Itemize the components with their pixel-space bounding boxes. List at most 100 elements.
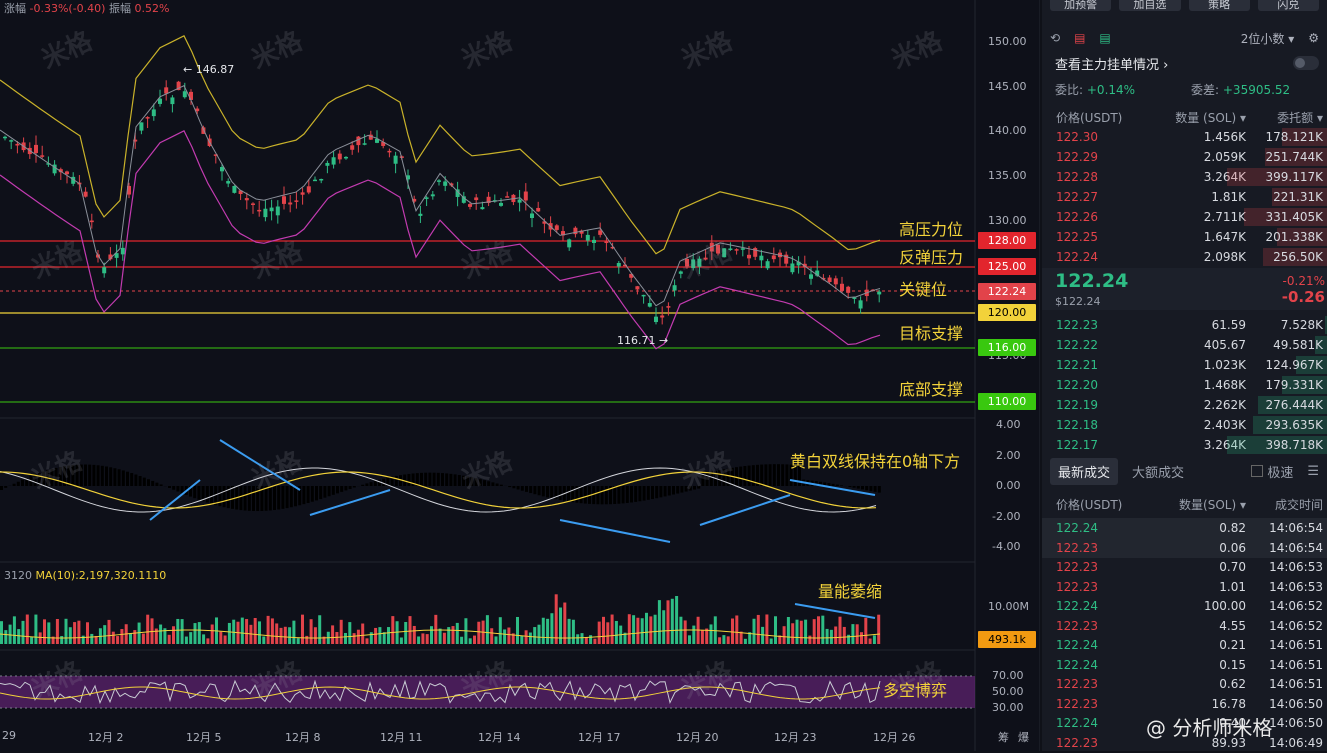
macd-bar [239, 486, 242, 510]
date-label: 12月 2 [88, 729, 124, 745]
volume-bar [477, 622, 480, 644]
kline-chart-canvas[interactable] [0, 0, 1040, 751]
chip-button[interactable]: 筹 [998, 729, 1009, 745]
price-badge-116: 116.00 [978, 339, 1036, 356]
annotation-rsi: 多空博弈 [883, 677, 947, 701]
candle-body [282, 196, 286, 204]
amount: 251.744K [1246, 150, 1327, 164]
volume-bar [486, 615, 489, 644]
candle-body [350, 145, 354, 149]
tab-large-trades[interactable]: 大额成交 [1132, 462, 1184, 481]
filter-icon[interactable]: ☰ [1307, 464, 1327, 479]
settings-gear-icon[interactable]: ⚙ [1308, 31, 1319, 45]
alert-button[interactable]: 加预警 [1050, 0, 1111, 11]
volume-bar [271, 618, 274, 644]
volume-bar [73, 622, 76, 644]
trade-price: 122.23 [1042, 619, 1156, 633]
volume-bar [284, 627, 287, 644]
strategy-button[interactable]: 策略 [1189, 0, 1250, 11]
macd-bar [769, 464, 772, 486]
tr-header-price: 价格(USDT) [1042, 496, 1156, 513]
volume-bar [400, 638, 403, 644]
volume-bar [129, 633, 132, 644]
checkbox-box [1251, 465, 1263, 477]
macd-bar [206, 486, 209, 503]
amount: 178.121K [1246, 130, 1327, 144]
volume-bar [675, 596, 678, 644]
depth-link[interactable]: 查看主力挂单情况 › [1055, 54, 1168, 73]
volume-bar [258, 621, 261, 644]
burst-button[interactable]: 爆 [1018, 729, 1029, 745]
macd-bar [449, 474, 452, 486]
header-amount[interactable]: 委托额 ▾ [1246, 109, 1327, 126]
macd-bar [197, 486, 200, 500]
volume-bar [60, 636, 63, 644]
price: 122.20 [1042, 378, 1156, 392]
candle-body [666, 306, 670, 308]
volume-bar [615, 621, 618, 644]
axis-tick: 130.00 [988, 214, 1050, 227]
decimals-select[interactable]: 2位小数 ▾ [1241, 30, 1294, 47]
tr-header-qty[interactable]: 数量(SOL) ▾ [1156, 496, 1246, 513]
volume-bar [267, 616, 270, 644]
volume-bar [9, 625, 12, 644]
volume-bar [254, 618, 257, 644]
quantity: 405.67 [1156, 338, 1246, 352]
candle-body [220, 167, 224, 171]
tr-header-qty-label: 数量(SOL) [1179, 498, 1236, 512]
swap-button[interactable]: 闪兑 [1258, 0, 1319, 11]
ratio-label: 委比: [1055, 83, 1083, 97]
volume-bar [22, 621, 25, 644]
tr-header-time: 成交时间 [1246, 496, 1327, 513]
volume-bar [731, 618, 734, 644]
macd-bar [512, 486, 515, 488]
amount: 7.528K [1246, 318, 1327, 332]
volume-bar [843, 627, 846, 644]
layout-bids-icon[interactable]: ▤ [1074, 31, 1085, 45]
macd-bar [332, 486, 335, 495]
layout-asks-icon[interactable]: ▤ [1099, 31, 1110, 45]
candle-body [332, 157, 336, 164]
trade-tabs: 最新成交 大额成交 极速 ☰ [1042, 456, 1327, 486]
tab-latest-trades[interactable]: 最新成交 [1050, 458, 1118, 485]
chart-area[interactable]: 涨幅 -0.33%(-0.40) 振幅 0.52% 米格 米格 米格 米格 米格… [0, 0, 1040, 751]
amount: 201.338K [1246, 230, 1327, 244]
price: 122.21 [1042, 358, 1156, 372]
macd-bar [113, 468, 116, 486]
depth-toggle[interactable] [1293, 56, 1319, 70]
header-qty[interactable]: 数量 (SOL) ▾ [1156, 109, 1246, 126]
macd-bar [424, 473, 427, 486]
trade-time: 14:06:50 [1246, 697, 1327, 711]
watchlist-button[interactable]: 加自选 [1119, 0, 1180, 11]
volume-bar [533, 627, 536, 644]
macd-bar [840, 485, 843, 486]
layout-both-icon[interactable]: ⟲ [1050, 31, 1060, 45]
fast-checkbox[interactable]: 极速 [1251, 462, 1293, 481]
candle-body [164, 87, 168, 93]
volume-bar [581, 633, 584, 644]
